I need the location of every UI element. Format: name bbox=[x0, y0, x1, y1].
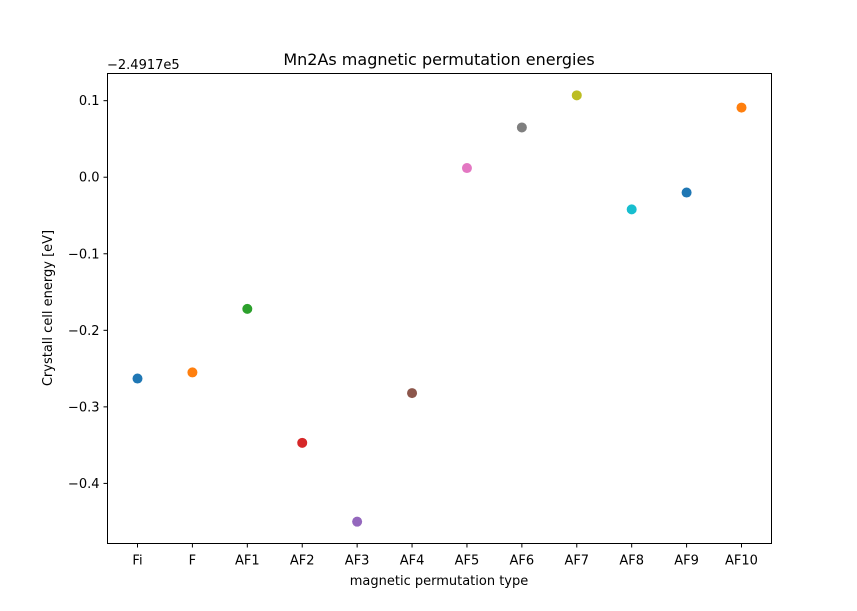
y-axis-label: Crystall cell energy [eV] bbox=[41, 230, 56, 386]
y-offset-label: −2.4917e5 bbox=[107, 58, 180, 73]
x-axis: Fi F AF1 AF2 AF3 AF4 AF5 AF6 AF7 AF8 AF9 AF10 bbox=[132, 543, 758, 569]
y-tick-label: 0.1 bbox=[79, 94, 100, 109]
data-point-fi bbox=[132, 373, 143, 384]
x-axis-label: magnetic permutation type bbox=[350, 574, 529, 589]
y-tick-label: −0.2 bbox=[68, 324, 100, 339]
x-tick-label: AF10 bbox=[725, 554, 758, 569]
x-tick-label: AF3 bbox=[345, 554, 370, 569]
data-point-af2 bbox=[297, 437, 308, 448]
x-tick-label: AF4 bbox=[400, 554, 425, 569]
x-tick-label: AF7 bbox=[564, 554, 589, 569]
x-tick-label: AF8 bbox=[619, 554, 644, 569]
data-point-f bbox=[187, 367, 198, 378]
y-tick-label: −0.1 bbox=[68, 247, 100, 262]
x-tick-label: AF5 bbox=[455, 554, 480, 569]
y-tick-label: 0.0 bbox=[79, 171, 100, 186]
data-point-af1 bbox=[242, 303, 253, 314]
y-tick-label: −0.3 bbox=[68, 400, 100, 415]
x-tick-label: F bbox=[189, 554, 196, 569]
chart-title: Mn2As magnetic permutation energies bbox=[283, 50, 594, 69]
y-axis: 0.1 0.0 −0.1 −0.2 −0.3 −0.4 bbox=[68, 94, 108, 492]
data-point-af8 bbox=[626, 204, 637, 215]
data-point-af7 bbox=[571, 90, 582, 101]
plot-area bbox=[107, 73, 772, 544]
data-point-af4 bbox=[407, 388, 418, 399]
x-tick-label: AF1 bbox=[235, 554, 260, 569]
data-point-af3 bbox=[352, 516, 363, 527]
x-tick-label: AF9 bbox=[674, 554, 699, 569]
x-tick-label: Fi bbox=[132, 554, 142, 569]
data-point-af5 bbox=[461, 163, 472, 174]
data-points bbox=[132, 90, 747, 527]
y-tick-label: −0.4 bbox=[68, 477, 100, 492]
x-tick-label: AF2 bbox=[290, 554, 315, 569]
x-tick-label: AF6 bbox=[510, 554, 535, 569]
data-point-af10 bbox=[736, 102, 747, 113]
data-point-af9 bbox=[681, 187, 692, 198]
data-point-af6 bbox=[516, 122, 527, 133]
